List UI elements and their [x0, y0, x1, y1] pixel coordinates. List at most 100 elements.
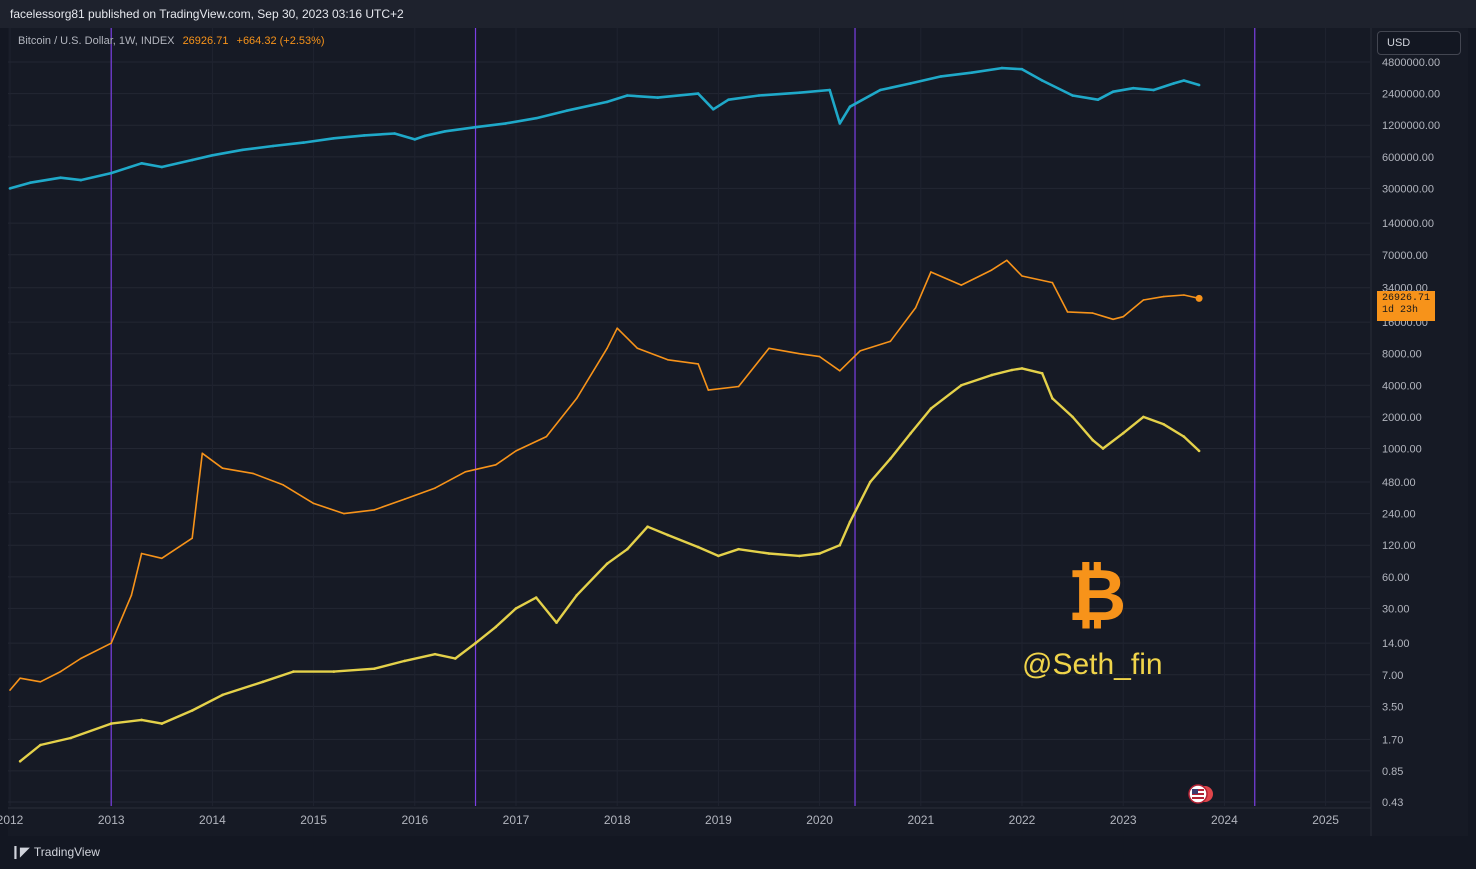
- y-tick-label: 120.00: [1382, 540, 1416, 552]
- symbol-name: Bitcoin / U.S. Dollar, 1W, INDEX: [18, 35, 175, 47]
- y-tick-label: 8000.00: [1382, 349, 1422, 361]
- x-tick-label: 2012: [0, 813, 24, 827]
- data-point: [646, 525, 649, 528]
- y-tick-label: 4000.00: [1382, 380, 1422, 392]
- data-point: [534, 116, 538, 120]
- data-point: [201, 452, 204, 455]
- data-point: [403, 498, 406, 500]
- data-point: [636, 347, 639, 350]
- data-point: [838, 543, 842, 547]
- y-tick-label: 2000.00: [1382, 412, 1422, 424]
- data-point: [413, 138, 417, 141]
- x-tick-label: 2013: [98, 813, 125, 827]
- data-point: [140, 718, 143, 722]
- data-point: [879, 88, 882, 92]
- data-point: [565, 109, 568, 112]
- current-price-tag: 26926.71 1d 23h: [1377, 291, 1435, 321]
- data-point: [1096, 98, 1100, 101]
- data-point: [1040, 79, 1044, 82]
- data-point: [343, 512, 345, 515]
- data-point: [1182, 79, 1186, 82]
- watermark-text: @Seth_fin: [1022, 648, 1163, 681]
- data-point: [221, 467, 224, 470]
- y-tick-label: 1.70: [1382, 734, 1403, 746]
- data-point: [69, 736, 72, 740]
- data-point: [859, 350, 861, 352]
- data-point: [737, 547, 740, 551]
- y-tick-label: 70000.00: [1382, 250, 1428, 262]
- tradingview-brand[interactable]: ❙◤ TradingView: [10, 844, 100, 860]
- data-point: [282, 484, 285, 486]
- data-point: [1162, 423, 1165, 426]
- data-point: [712, 108, 715, 111]
- data-point: [1197, 83, 1201, 87]
- series-mid-line: [9, 259, 1200, 691]
- x-tick-label: 2025: [1312, 813, 1339, 827]
- y-tick-label: 1000.00: [1382, 444, 1422, 456]
- data-point: [1182, 435, 1186, 438]
- data-point: [140, 552, 143, 555]
- data-point: [191, 537, 193, 539]
- y-tick-label: 480.00: [1382, 477, 1416, 489]
- y-tick-label: 30.00: [1382, 603, 1410, 615]
- data-point: [696, 92, 700, 95]
- data-point: [39, 681, 42, 683]
- y-tick-label: 60.00: [1382, 572, 1410, 584]
- data-point: [757, 94, 761, 97]
- data-point: [1162, 295, 1165, 298]
- y-tick-label: 140000.00: [1382, 218, 1434, 230]
- data-point: [261, 680, 265, 684]
- data-point: [1197, 449, 1201, 453]
- data-point: [575, 397, 578, 400]
- data-point: [929, 407, 933, 410]
- y-tick-label: 300000.00: [1382, 183, 1434, 195]
- footer-bar: [0, 836, 1476, 869]
- data-point: [495, 464, 497, 466]
- data-point: [818, 552, 821, 555]
- data-point: [839, 370, 841, 372]
- data-point: [110, 642, 112, 644]
- data-point: [59, 176, 62, 179]
- data-point: [555, 621, 558, 624]
- data-point: [80, 657, 82, 660]
- x-tick-label: 2019: [705, 813, 732, 827]
- data-point: [28, 181, 32, 184]
- data-point: [8, 187, 12, 190]
- y-tick-label: 2400000.00: [1382, 89, 1440, 101]
- data-point: [160, 165, 164, 169]
- data-point: [109, 722, 113, 725]
- data-point: [423, 134, 427, 138]
- data-point: [717, 554, 720, 558]
- data-point: [373, 667, 376, 670]
- data-point: [767, 552, 771, 555]
- data-point: [798, 91, 801, 94]
- data-point: [1051, 397, 1054, 400]
- data-point: [889, 457, 892, 461]
- data-point: [798, 352, 801, 355]
- data-point: [18, 760, 22, 763]
- data-point: [960, 384, 963, 387]
- data-point: [626, 547, 629, 551]
- currency-button[interactable]: USD: [1377, 31, 1461, 55]
- data-point: [332, 137, 336, 140]
- y-tick-label: 14.00: [1382, 638, 1410, 650]
- data-point: [433, 652, 437, 656]
- data-point: [545, 435, 548, 438]
- data-point: [434, 487, 436, 489]
- tradingview-logo-icon: ❙◤: [10, 844, 30, 859]
- data-point: [626, 94, 629, 97]
- data-point: [656, 96, 659, 99]
- x-tick-label: 2024: [1211, 813, 1238, 827]
- data-point: [768, 347, 770, 350]
- data-point: [889, 340, 892, 343]
- data-point: [798, 554, 801, 558]
- data-point: [914, 306, 917, 309]
- data-point: [1071, 415, 1074, 419]
- y-tick-label: 600000.00: [1382, 152, 1434, 164]
- data-point: [848, 105, 852, 108]
- price-change: +664.32 (+2.53%): [236, 35, 325, 47]
- us-flag-icon[interactable]: [1187, 783, 1213, 810]
- data-point: [960, 284, 963, 286]
- data-point: [667, 359, 669, 361]
